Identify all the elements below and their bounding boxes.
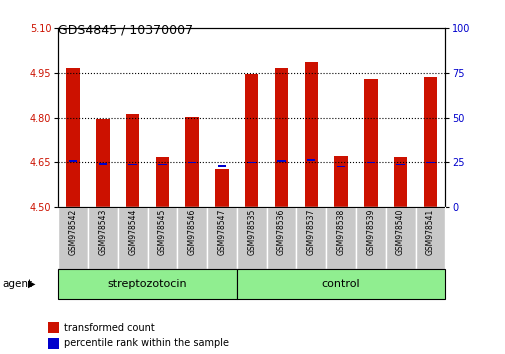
Text: transformed count: transformed count (64, 322, 155, 332)
Text: GSM978543: GSM978543 (98, 209, 107, 255)
Bar (326, 207, 355, 269)
Bar (236, 207, 266, 269)
Text: GSM978537: GSM978537 (306, 209, 315, 255)
Text: control: control (321, 279, 360, 289)
Bar (425, 161, 434, 163)
Bar (207, 207, 236, 269)
Bar (393, 157, 407, 207)
Bar (307, 159, 315, 161)
Text: GSM978541: GSM978541 (425, 209, 434, 255)
Bar (128, 164, 136, 165)
Bar (98, 163, 107, 165)
Bar (236, 269, 444, 299)
Bar (334, 156, 347, 207)
Text: GSM978542: GSM978542 (69, 209, 77, 255)
Text: GSM978545: GSM978545 (158, 209, 167, 255)
Bar (58, 269, 236, 299)
Bar (156, 157, 169, 207)
Bar (48, 322, 59, 333)
Text: percentile rank within the sample: percentile rank within the sample (64, 338, 229, 348)
Bar (244, 74, 258, 207)
Text: GDS4845 / 10370007: GDS4845 / 10370007 (58, 23, 193, 36)
Text: GSM978547: GSM978547 (217, 209, 226, 255)
Text: GSM978546: GSM978546 (187, 209, 196, 255)
Bar (304, 62, 317, 207)
Bar (118, 207, 147, 269)
Bar (48, 338, 59, 349)
Bar (69, 160, 77, 161)
Bar (395, 164, 404, 165)
Bar (96, 119, 110, 207)
Bar (336, 166, 344, 167)
Bar (126, 114, 139, 207)
Bar (364, 79, 377, 207)
Bar (158, 164, 166, 165)
Bar (185, 117, 198, 207)
Bar (366, 161, 374, 163)
Bar (58, 207, 88, 269)
Bar (147, 207, 177, 269)
Bar (217, 165, 226, 167)
Bar (423, 77, 436, 207)
Bar (355, 207, 385, 269)
Bar (215, 169, 228, 207)
Bar (88, 207, 118, 269)
Bar (177, 207, 207, 269)
Text: GSM978540: GSM978540 (395, 209, 405, 255)
Bar (415, 207, 444, 269)
Bar (296, 207, 326, 269)
Bar (66, 68, 80, 207)
Text: GSM978544: GSM978544 (128, 209, 137, 255)
Text: streptozotocin: streptozotocin (108, 279, 187, 289)
Text: GSM978538: GSM978538 (336, 209, 345, 255)
Bar (266, 207, 296, 269)
Text: agent: agent (3, 279, 33, 289)
Bar (188, 161, 196, 163)
Bar (274, 68, 288, 207)
Text: GSM978535: GSM978535 (247, 209, 256, 255)
Bar (247, 161, 256, 163)
Text: ▶: ▶ (28, 279, 35, 289)
Text: GSM978536: GSM978536 (276, 209, 285, 255)
Bar (277, 160, 285, 162)
Text: GSM978539: GSM978539 (366, 209, 375, 255)
Bar (385, 207, 415, 269)
